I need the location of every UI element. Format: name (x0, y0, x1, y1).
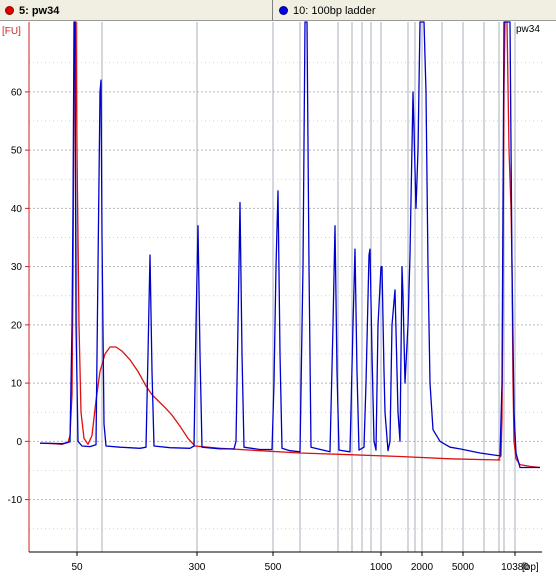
series-lines (39, 21, 541, 469)
tab-100bp-ladder[interactable]: 10: 100bp ladder (274, 0, 556, 21)
tab-label: 10: 100bp ladder (293, 4, 376, 17)
y-tick-labels: -10 0 10 20 30 40 50 60 (8, 87, 29, 506)
x-tick-label: 10380 (501, 562, 529, 573)
x-tick-label: 2000 (411, 562, 434, 573)
x-axis-unit-label: [bp] (522, 562, 539, 573)
tab-label: 5: pw34 (19, 4, 60, 17)
x-tick-label: 1000 (370, 562, 393, 573)
vertical-grid (76, 22, 516, 552)
y-tick-label: 50 (11, 146, 23, 157)
x-tick-label: 5000 (452, 562, 475, 573)
horizontal-grid (29, 62, 542, 530)
tab-sample-pw34[interactable]: 5: pw34 (0, 0, 273, 21)
blue-dot-icon (279, 6, 288, 15)
y-tick-label: 20 (11, 320, 23, 331)
y-tick-label: 40 (11, 204, 23, 215)
x-tick-label: 500 (265, 562, 282, 573)
x-tick-label: 300 (189, 562, 206, 573)
plot-area (29, 22, 542, 552)
y-tick-label: -10 (8, 495, 23, 506)
y-tick-label: 60 (11, 87, 23, 98)
x-tick-label: 50 (71, 562, 83, 573)
red-dot-icon (5, 6, 14, 15)
y-tick-label: 30 (11, 262, 23, 273)
y-axis-unit-label: [FU] (2, 26, 21, 37)
y-tick-label: 10 (11, 379, 23, 390)
electropherogram-chart: [FU] pw34 [bp] -10 0 10 20 30 40 50 60 50 300 500… (0, 21, 556, 586)
chart-title: pw34 (516, 24, 540, 35)
tab-bar: 5: pw34 10: 100bp ladder (0, 0, 556, 21)
ladder-100bp-trace (39, 21, 540, 469)
y-tick-label: 0 (16, 437, 22, 448)
x-tick-labels: 50 300 500 1000 2000 5000 10380 (71, 552, 529, 573)
